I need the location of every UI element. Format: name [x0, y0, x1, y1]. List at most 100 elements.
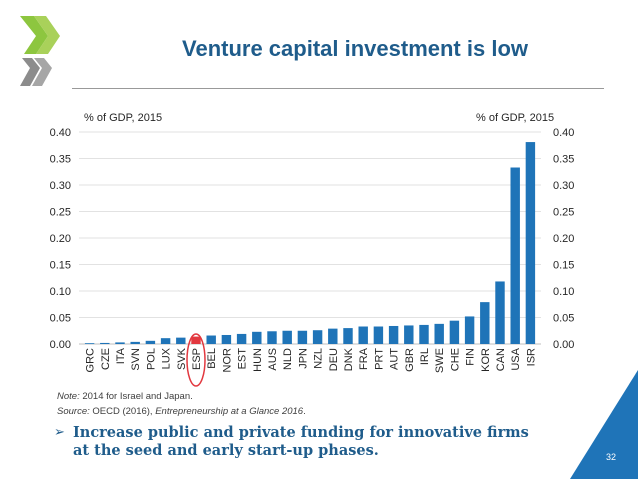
y-tick-right: 0.00: [553, 339, 574, 351]
bar-deu: [328, 328, 338, 344]
bar-irl: [419, 324, 429, 344]
y-tick-left: 0.30: [50, 180, 71, 192]
bar-cze: [100, 342, 110, 344]
y-axis-label-left: % of GDP, 2015: [84, 112, 162, 124]
y-tick-left: 0.05: [50, 313, 71, 325]
bar-hun: [252, 331, 262, 344]
bar-nld: [282, 330, 292, 344]
bars: [84, 142, 536, 344]
gridlines: [79, 131, 541, 345]
bar-aut: [388, 325, 399, 344]
title-divider: [72, 88, 604, 89]
x-tick-labels: GRC CZE ITA SVN POL LUX SVK ESP BEL NOR EST HUN AUS N…: [85, 347, 538, 373]
bar-svn: [130, 341, 140, 344]
bar-dnk: [343, 328, 353, 344]
x-tick-cze: CZE: [100, 348, 112, 370]
y-axis-label-right: % of GDP, 2015: [476, 112, 554, 124]
slide-title: Venture capital investment is low: [182, 36, 528, 61]
bar-pol: [145, 340, 156, 344]
bar-est: [236, 333, 247, 344]
y-tick-right: 0.25: [553, 207, 574, 219]
x-tick-jpn: JPN: [297, 348, 309, 369]
x-tick-isr: ISR: [525, 348, 537, 366]
x-tick-nor: NOR: [221, 348, 233, 373]
x-tick-nzl: NZL: [313, 348, 325, 369]
y-tick-left: 0.35: [50, 154, 71, 166]
x-tick-aus: AUS: [267, 348, 279, 371]
x-tick-kor: KOR: [480, 348, 492, 372]
bar-nor: [221, 334, 232, 344]
bar-jpn: [297, 330, 308, 344]
x-tick-irl: IRL: [419, 348, 431, 365]
bar-gbr: [404, 325, 414, 344]
x-tick-bel: BEL: [206, 348, 218, 369]
x-tick-dnk: DNK: [343, 347, 355, 371]
bar-nzl: [312, 330, 323, 344]
x-tick-swe: SWE: [434, 348, 446, 373]
bar-svk: [176, 337, 186, 344]
y-tick-right: 0.20: [553, 233, 574, 245]
x-tick-svk: SVK: [176, 347, 188, 370]
chart-note: Note: 2014 for Israel and Japan.: [57, 391, 193, 402]
y-tick-left: 0.20: [50, 233, 71, 245]
bar-bel: [206, 335, 216, 344]
x-tick-grc: GRC: [85, 348, 97, 373]
x-tick-che: CHE: [449, 348, 461, 371]
y-tick-right: 0.15: [553, 260, 574, 272]
y-tick-left: 0.15: [50, 260, 71, 272]
bar-che: [449, 320, 460, 344]
y-tick-left: 0.25: [50, 207, 71, 219]
chart-source: Source: OECD (2016), Entrepreneurship at…: [57, 406, 306, 417]
logo-chevron-grey-1: [20, 58, 40, 86]
x-tick-gbr: GBR: [404, 348, 416, 372]
y-tick-left: 0.00: [50, 339, 71, 351]
x-tick-nld: NLD: [282, 348, 294, 370]
bar-isr: [525, 142, 536, 344]
x-tick-lux: LUX: [161, 347, 173, 369]
bar-esp: [191, 336, 201, 344]
logo-chevron-grey-2: [32, 58, 52, 86]
esp-highlight-circle: [186, 333, 206, 387]
bar-fra: [358, 326, 368, 344]
x-tick-ita: ITA: [115, 347, 127, 364]
y-tick-left: 0.10: [50, 286, 71, 298]
bar-can: [495, 281, 505, 344]
x-tick-can: CAN: [495, 348, 507, 371]
y-ticks-left: 0.00 0.05 0.10 0.15 0.20 0.25 0.30 0.35 0.40: [50, 127, 71, 351]
bar-fin: [464, 316, 475, 344]
x-tick-usa: USA: [510, 347, 522, 370]
y-tick-right: 0.05: [553, 313, 574, 325]
bar-aus: [267, 331, 277, 344]
y-tick-left: 0.40: [50, 127, 71, 139]
oecd-logo-icon: [20, 16, 60, 86]
bar-swe: [434, 323, 444, 344]
x-tick-deu: DEU: [328, 348, 340, 371]
y-ticks-right: 0.00 0.05 0.10 0.15 0.20 0.25 0.30 0.35 0.40: [553, 127, 574, 351]
bar-grc: [84, 343, 95, 344]
bar-kor: [480, 302, 490, 344]
x-tick-prt: PRT: [373, 348, 385, 370]
page-number: 32: [606, 452, 617, 462]
bar-ita: [115, 342, 125, 344]
arrow-bullet-icon: ➢: [54, 425, 65, 440]
key-message: ➢ Increase public and private funding fo…: [54, 424, 534, 460]
bar-usa: [510, 167, 520, 344]
y-tick-right: 0.35: [553, 154, 574, 166]
x-tick-fra: FRA: [358, 347, 370, 370]
x-tick-fin: FIN: [465, 348, 477, 366]
bar-lux: [160, 338, 171, 344]
x-tick-est: EST: [237, 348, 249, 370]
y-tick-right: 0.10: [553, 286, 574, 298]
y-tick-right: 0.40: [553, 127, 574, 139]
bar-prt: [373, 326, 384, 344]
x-tick-aut: AUT: [389, 348, 401, 370]
y-tick-right: 0.30: [553, 180, 574, 192]
x-tick-pol: POL: [145, 348, 157, 370]
key-message-text: Increase public and private funding for …: [73, 424, 529, 459]
x-tick-svn: SVN: [130, 348, 142, 371]
x-tick-hun: HUN: [252, 348, 264, 372]
x-tick-esp: ESP: [191, 348, 203, 370]
logo-chevron-green-top: [20, 16, 48, 54]
